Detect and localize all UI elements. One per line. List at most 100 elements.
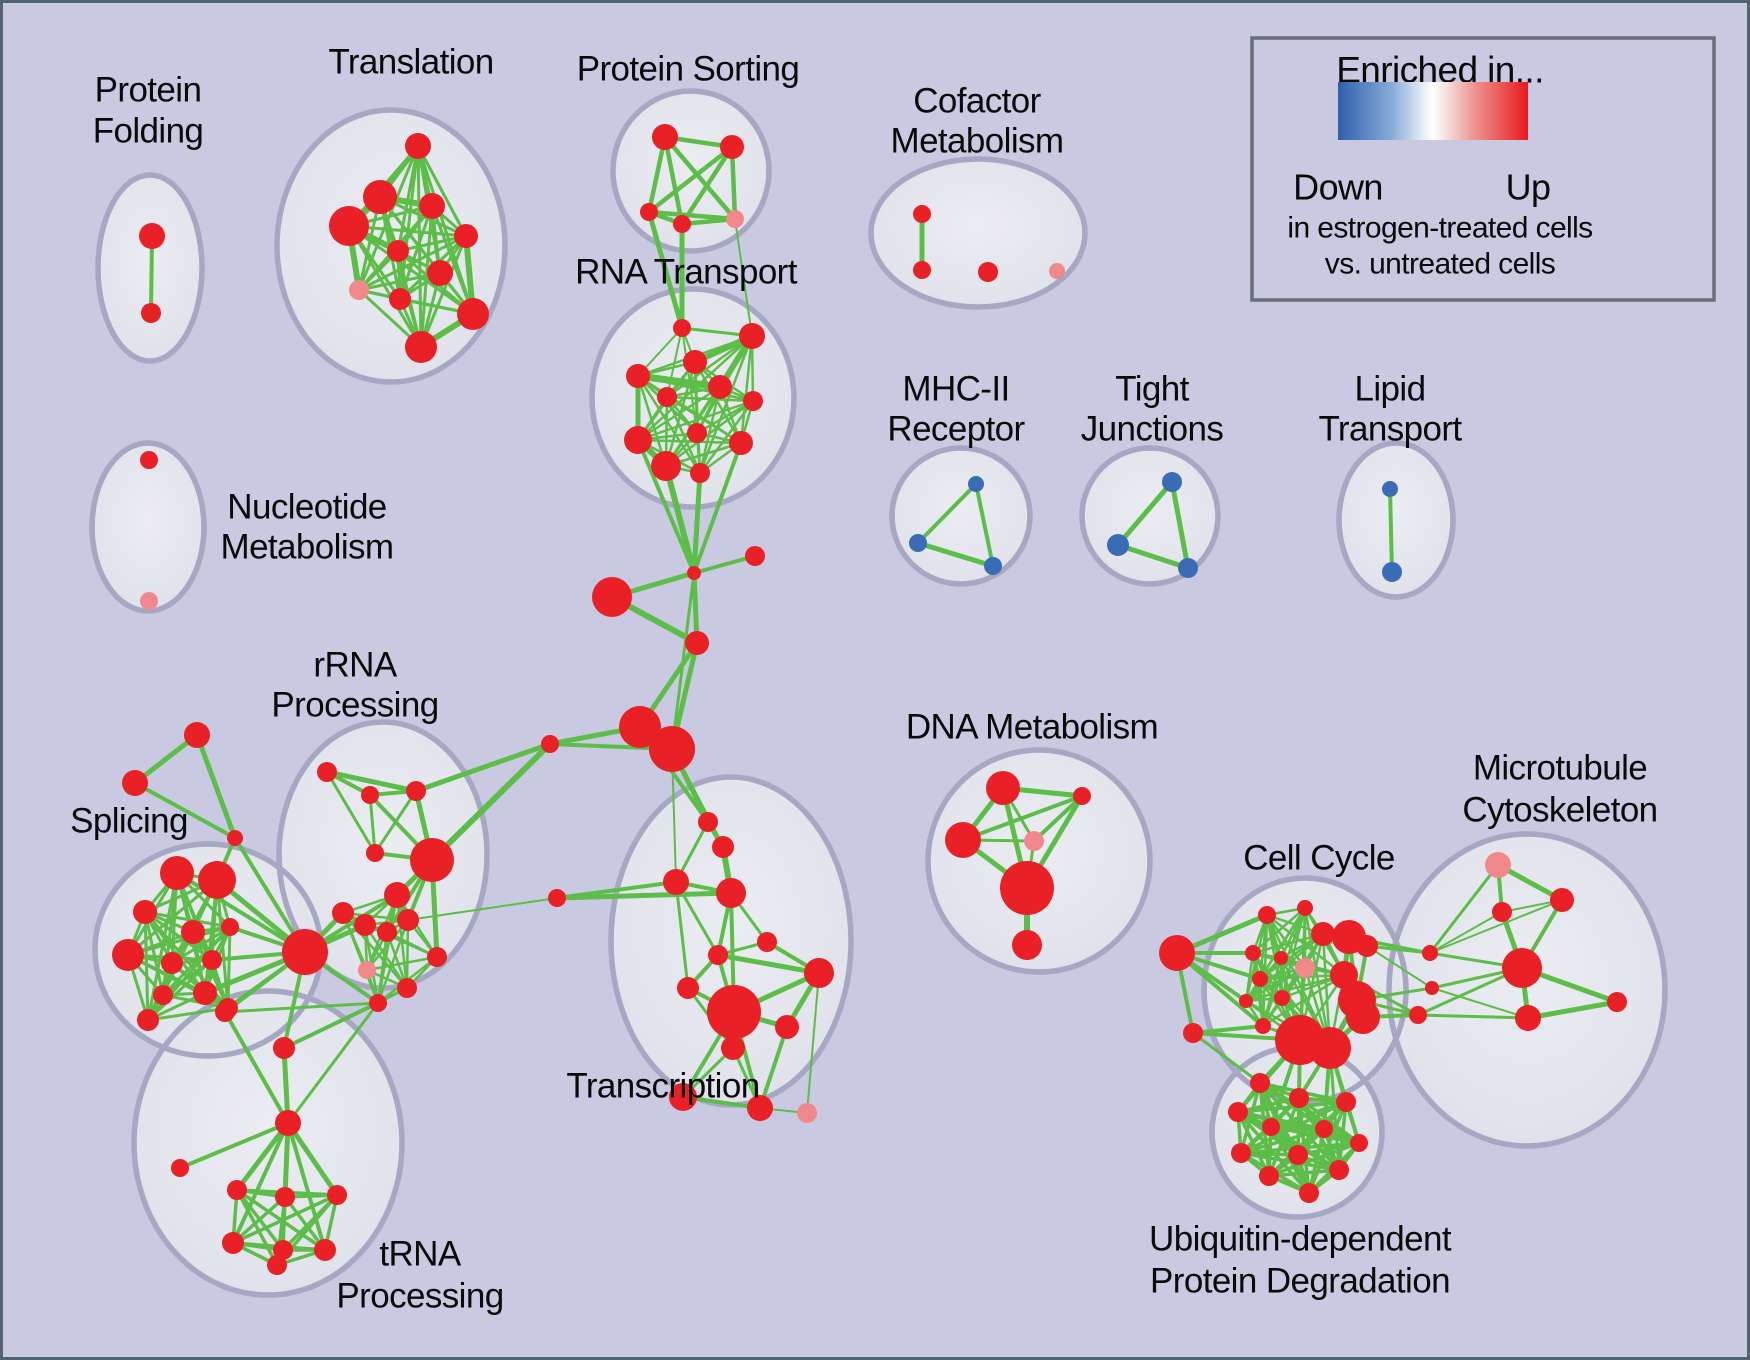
network-node[interactable] [389,288,411,310]
network-node[interactable] [273,1240,293,1260]
network-node[interactable] [729,431,753,455]
network-node[interactable] [384,882,410,908]
network-node[interactable] [685,631,709,655]
network-node[interactable] [153,985,173,1005]
network-node[interactable] [1162,472,1182,492]
network-node[interactable] [349,280,369,300]
network-node[interactable] [275,1110,301,1136]
network-node[interactable] [1000,861,1054,915]
network-node[interactable] [1515,1005,1541,1031]
network-node[interactable] [1382,562,1402,582]
network-node[interactable] [275,1187,295,1207]
network-node[interactable] [687,566,701,580]
network-node[interactable] [184,722,210,748]
network-node[interactable] [726,210,744,228]
network-node[interactable] [1485,852,1511,878]
network-node[interactable] [1250,1073,1270,1093]
network-node[interactable] [1297,900,1313,916]
network-node[interactable] [721,1036,745,1060]
network-node[interactable] [978,262,998,282]
network-node[interactable] [708,375,732,399]
network-node[interactable] [624,426,652,454]
network-node[interactable] [161,952,183,974]
network-node[interactable] [690,463,710,483]
network-node[interactable] [329,206,369,246]
network-node[interactable] [1329,1160,1349,1180]
network-node[interactable] [1299,1183,1319,1203]
network-node[interactable] [669,1083,697,1111]
network-node[interactable] [797,1103,817,1123]
network-node[interactable] [358,961,376,979]
network-node[interactable] [804,958,834,988]
network-node[interactable] [397,978,417,998]
network-node[interactable] [366,844,384,862]
network-node[interactable] [1231,1143,1251,1163]
network-node[interactable] [282,929,328,975]
network-node[interactable] [332,902,354,924]
network-node[interactable] [909,534,927,552]
network-node[interactable] [273,1037,295,1059]
network-node[interactable] [387,240,409,262]
network-node[interactable] [1073,787,1091,805]
network-node[interactable] [745,546,765,566]
network-node[interactable] [267,1255,287,1275]
network-node[interactable] [133,900,157,924]
network-node[interactable] [1107,534,1129,556]
network-node[interactable] [1024,831,1044,851]
network-node[interactable] [757,932,777,952]
network-node[interactable] [673,215,691,233]
network-node[interactable] [1315,1120,1333,1138]
network-node[interactable] [945,822,981,858]
network-node[interactable] [427,260,453,286]
network-node[interactable] [743,391,763,411]
network-node[interactable] [454,224,478,248]
network-node[interactable] [457,298,489,330]
network-node[interactable] [363,180,397,214]
network-node[interactable] [410,838,454,882]
network-node[interactable] [1228,1102,1248,1122]
network-node[interactable] [626,364,650,388]
network-node[interactable] [227,1180,247,1200]
network-node[interactable] [1159,935,1195,971]
network-node[interactable] [1295,958,1315,978]
network-node[interactable] [1262,1118,1280,1136]
network-node[interactable] [687,423,707,443]
network-node[interactable] [698,812,718,832]
network-node[interactable] [377,922,397,942]
network-node[interactable] [137,1009,159,1031]
network-node[interactable] [913,205,931,223]
network-node[interactable] [427,947,447,967]
network-node[interactable] [673,319,691,337]
network-node[interactable] [968,476,984,492]
network-node[interactable] [747,1095,773,1121]
network-node[interactable] [1382,481,1398,497]
network-node[interactable] [419,193,445,219]
network-node[interactable] [405,331,437,363]
network-node[interactable] [1409,1006,1427,1024]
network-node[interactable] [1346,1000,1380,1034]
network-node[interactable] [649,726,695,772]
network-node[interactable] [1239,994,1253,1008]
network-node[interactable] [1336,1092,1356,1112]
network-node[interactable] [708,945,728,965]
network-node[interactable] [327,1185,347,1205]
network-node[interactable] [1311,922,1335,946]
network-node[interactable] [1178,558,1198,578]
network-node[interactable] [775,1015,799,1039]
network-node[interactable] [1492,902,1512,922]
network-node[interactable] [122,770,148,796]
network-node[interactable] [1259,1166,1279,1186]
network-node[interactable] [140,592,158,610]
network-node[interactable] [640,203,658,221]
network-node[interactable] [193,981,217,1005]
network-node[interactable] [1274,990,1290,1006]
network-node[interactable] [405,133,431,159]
network-node[interactable] [913,261,931,279]
network-node[interactable] [406,781,426,801]
network-node[interactable] [141,303,161,323]
network-node[interactable] [140,451,158,469]
network-node[interactable] [1350,1134,1368,1152]
network-node[interactable] [592,577,632,617]
network-node[interactable] [1288,1145,1308,1165]
network-node[interactable] [139,223,165,249]
